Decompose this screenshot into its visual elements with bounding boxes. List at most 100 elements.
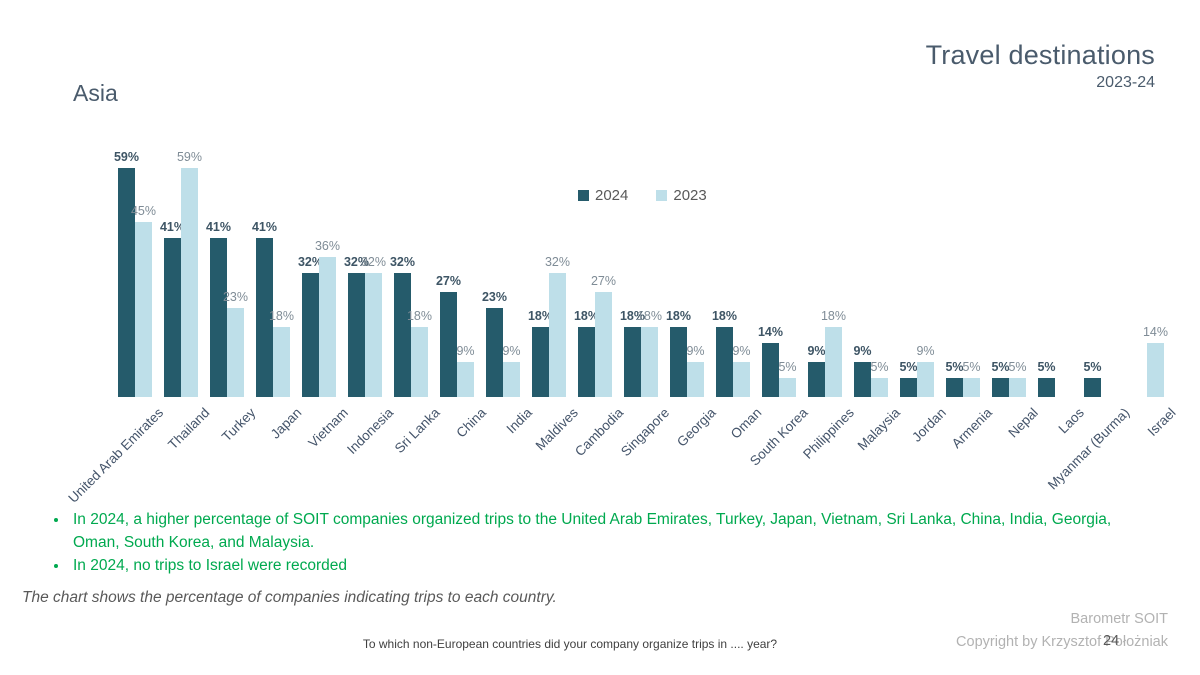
bar-2024-united-arab-emirates — [118, 168, 135, 397]
value-label-2024-united-arab-emirates: 59% — [113, 150, 140, 164]
x-axis-label-armenia: Armenia — [948, 405, 995, 452]
bar-2023-cambodia — [595, 292, 612, 397]
bar-2023-oman — [733, 362, 750, 397]
bar-2023-turkey — [227, 308, 244, 397]
value-label-2024-singapore: 18% — [619, 309, 646, 323]
note-bullet: In 2024, a higher percentage of SOIT com… — [69, 508, 1154, 554]
page-title: Travel destinations — [925, 40, 1155, 70]
bar-2023-nepal — [1009, 378, 1026, 397]
x-axis-label-jordan: Jordan — [908, 405, 949, 445]
bar-2024-philippines — [808, 362, 825, 397]
bar-2023-south-korea — [779, 378, 796, 397]
bar-2023-philippines — [825, 327, 842, 397]
value-label-2023-israel: 14% — [1142, 325, 1169, 339]
bar-2023-thailand — [181, 168, 198, 397]
value-label-2023-united-arab-emirates: 45% — [130, 204, 157, 218]
bar-2023-singapore — [641, 327, 658, 397]
value-label-2024-vietnam: 32% — [297, 255, 324, 269]
bar-2024-vietnam — [302, 273, 319, 397]
x-axis-label-singapore: Singapore — [618, 405, 673, 460]
x-axis-label-japan: Japan — [267, 405, 305, 442]
note-bullet: In 2024, no trips to Israel were recorde… — [69, 554, 1154, 577]
bar-2024-indonesia — [348, 273, 365, 397]
bar-2023-japan — [273, 327, 290, 397]
x-axis-label-united-arab-emirates: United Arab Emirates — [65, 405, 167, 506]
value-label-2024-jordan: 5% — [899, 360, 918, 374]
value-label-2023-philippines: 18% — [820, 309, 847, 323]
value-label-2023-vietnam: 36% — [314, 239, 341, 253]
value-label-2023-cambodia: 27% — [590, 274, 617, 288]
bar-2023-india — [503, 362, 520, 397]
legend-item-2024: 2024 — [578, 187, 628, 204]
value-label-2023-japan: 18% — [268, 309, 295, 323]
bar-2024-oman — [716, 327, 733, 397]
value-label-2024-philippines: 9% — [807, 344, 826, 358]
bar-2024-armenia — [946, 378, 963, 397]
value-label-2024-nepal: 5% — [991, 360, 1010, 374]
x-axis-label-myanmar-burma: Myanmar (Burma) — [1045, 405, 1133, 493]
bar-2023-vietnam — [319, 257, 336, 397]
chart-description: The chart shows the percentage of compan… — [22, 589, 557, 606]
bar-2023-israel — [1147, 343, 1164, 397]
survey-question: To which non-European countries did your… — [362, 637, 778, 651]
value-label-2023-maldives: 32% — [544, 255, 571, 269]
bar-2024-south-korea — [762, 343, 779, 397]
value-label-2024-japan: 41% — [251, 220, 278, 234]
bar-2023-sri-lanka — [411, 327, 428, 397]
bar-2023-armenia — [963, 378, 980, 397]
chart-legend: 2024 2023 — [578, 187, 707, 204]
legend-label-2023: 2023 — [673, 187, 707, 204]
value-label-2023-china: 9% — [456, 344, 475, 358]
x-axis-label-sri-lanka: Sri Lanka — [391, 405, 443, 456]
bar-2024-cambodia — [578, 327, 595, 397]
bar-2023-china — [457, 362, 474, 397]
value-label-2023-oman: 9% — [732, 344, 751, 358]
bar-2023-indonesia — [365, 273, 382, 397]
bar-2024-turkey — [210, 238, 227, 397]
bar-2024-myanmar-burma — [1084, 378, 1101, 397]
x-axis-label-china: China — [453, 405, 489, 441]
value-label-2024-indonesia: 32% — [343, 255, 370, 269]
bar-2023-georgia — [687, 362, 704, 397]
x-axis-label-thailand: Thailand — [165, 405, 213, 453]
value-label-2024-cambodia: 18% — [573, 309, 600, 323]
bar-2024-nepal — [992, 378, 1009, 397]
value-label-2023-armenia: 5% — [962, 360, 981, 374]
value-label-2024-malaysia: 9% — [853, 344, 872, 358]
value-label-2023-indonesia: 32% — [360, 255, 387, 269]
value-label-2024-thailand: 41% — [159, 220, 186, 234]
value-label-2023-turkey: 23% — [222, 290, 249, 304]
legend-label-2024: 2024 — [595, 187, 629, 204]
value-label-2024-georgia: 18% — [665, 309, 692, 323]
legend-swatch-2023 — [656, 190, 668, 201]
value-label-2024-oman: 18% — [711, 309, 738, 323]
value-label-2023-singapore: 18% — [636, 309, 663, 323]
bar-2024-laos — [1038, 378, 1055, 397]
x-axis-label-india: India — [503, 405, 535, 437]
value-label-2023-nepal: 5% — [1008, 360, 1027, 374]
bar-2023-maldives — [549, 273, 566, 397]
bar-2024-georgia — [670, 327, 687, 397]
notes-list: In 2024, a higher percentage of SOIT com… — [45, 508, 1154, 577]
value-label-2024-laos: 5% — [1037, 360, 1056, 374]
value-label-2023-malaysia: 5% — [870, 360, 889, 374]
value-label-2023-georgia: 9% — [686, 344, 705, 358]
page-number: 24 — [1103, 633, 1120, 649]
value-label-2024-myanmar-burma: 5% — [1083, 360, 1102, 374]
value-label-2023-jordan: 9% — [916, 344, 935, 358]
bar-2023-malaysia — [871, 378, 888, 397]
x-axis-label-indonesia: Indonesia — [344, 405, 397, 458]
value-label-2024-sri-lanka: 32% — [389, 255, 416, 269]
value-label-2023-sri-lanka: 18% — [406, 309, 433, 323]
x-axis-label-oman: Oman — [728, 405, 765, 442]
bar-2023-jordan — [917, 362, 934, 397]
bar-2024-singapore — [624, 327, 641, 397]
region-title: Asia — [73, 80, 118, 106]
bar-2024-maldives — [532, 327, 549, 397]
page-subtitle: 2023-24 — [1096, 74, 1155, 91]
copyright-label: Copyright by Krzysztof Położniak — [956, 634, 1168, 650]
bar-2024-jordan — [900, 378, 917, 397]
bar-2023-united-arab-emirates — [135, 222, 152, 397]
